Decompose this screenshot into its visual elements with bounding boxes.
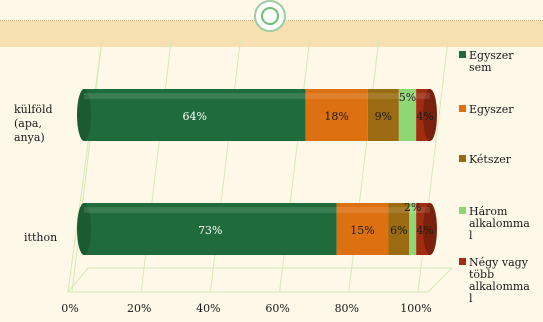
bar-segment <box>398 89 417 141</box>
bar-value-label: 4% <box>416 224 433 237</box>
bar-value-label: 2% <box>404 201 421 214</box>
bar-segment <box>409 203 417 255</box>
legend-item: Egyszer <box>459 103 514 116</box>
circle-badge-icon <box>254 0 286 32</box>
bar-segment <box>84 89 306 141</box>
legend-swatch <box>459 155 466 162</box>
bar-value-label: 73% <box>198 224 222 237</box>
x-axis-ticks: 0% 20% 40% 60% 80% 100% <box>61 302 431 315</box>
bar-highlight <box>398 93 417 99</box>
x-tick-label: 20% <box>127 302 151 315</box>
bar-highlight <box>84 93 306 99</box>
category-label-line: (apa, <box>14 117 42 130</box>
legend-label-line: l <box>469 292 473 305</box>
bar-segment <box>367 89 399 141</box>
legend-item: Kétszer <box>459 153 512 166</box>
bar-highlight <box>416 207 430 213</box>
bar-labels: 64% 18% 9%5%4%73% 15% 6%2%4% <box>182 91 433 237</box>
bar-value-label: 9% <box>375 110 392 123</box>
bar-highlight <box>409 207 417 213</box>
category-label-line: itthon <box>24 231 57 244</box>
bar-segment <box>84 203 337 255</box>
back-wall-edge <box>67 39 103 293</box>
bar-highlight <box>336 207 389 213</box>
legend-swatch <box>459 51 466 58</box>
bar-segment <box>388 203 410 255</box>
y-axis-categories: külföld(apa,anya) itthon <box>14 103 57 244</box>
category-label: itthon <box>24 231 57 244</box>
bar-value-label: 6% <box>390 224 407 237</box>
x-tick-label: 0% <box>61 302 78 315</box>
bar-highlight <box>84 207 337 213</box>
bar-highlight <box>305 93 368 99</box>
legend-swatch <box>459 105 466 112</box>
legend-label-line: Egyszer <box>469 103 514 116</box>
x-tick-label: 80% <box>335 302 359 315</box>
legend-label-line: Négy vagy <box>469 256 529 269</box>
legend-label-line: sem <box>469 61 492 74</box>
bar-value-label: 4% <box>416 110 433 123</box>
category-label-line: külföld <box>14 103 53 116</box>
gridline <box>71 39 103 293</box>
chart-floor <box>66 267 454 293</box>
legend-label-line: Egyszer <box>469 49 514 62</box>
bar-highlight <box>416 93 430 99</box>
category-label: külföld(apa,anya) <box>14 103 53 144</box>
bar-left-cap <box>77 89 91 141</box>
legend-label-line: Kétszer <box>469 153 512 166</box>
bar-right-cap <box>423 89 437 141</box>
legend-swatch <box>459 207 466 214</box>
bar-right-cap <box>423 203 437 255</box>
bar-value-label: 64% <box>182 110 206 123</box>
legend: EgyszersemEgyszerKétszerHáromalkalommalN… <box>459 49 530 305</box>
legend-label-line: Három <box>469 205 508 218</box>
legend-swatch <box>459 258 466 265</box>
bar-value-label: 5% <box>399 91 416 104</box>
bar-left-cap <box>77 203 91 255</box>
floor-outline <box>66 267 454 293</box>
bar-value-label: 15% <box>350 224 374 237</box>
bars <box>77 89 437 255</box>
bar-highlight <box>367 93 399 99</box>
legend-label-line: alkalomma <box>469 280 530 293</box>
bar-highlight <box>388 207 410 213</box>
category-label-line: anya) <box>14 131 45 144</box>
bar-segment <box>336 203 389 255</box>
bar-segment <box>305 89 368 141</box>
legend-label-line: l <box>469 229 473 242</box>
x-tick-label: 100% <box>400 302 431 315</box>
bar-value-label: 18% <box>324 110 348 123</box>
x-tick-label: 40% <box>196 302 220 315</box>
legend-label-line: több <box>469 268 494 281</box>
x-tick-label: 60% <box>265 302 289 315</box>
legend-label-line: alkalomma <box>469 217 530 230</box>
